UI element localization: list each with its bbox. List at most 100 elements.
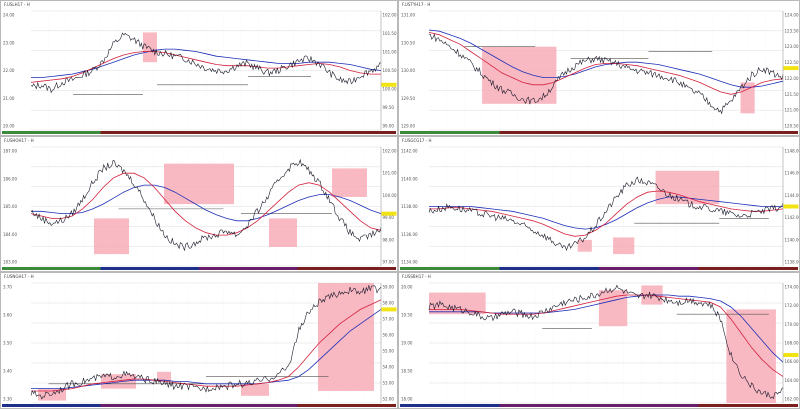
- right-tick-label: 174.00: [785, 285, 799, 290]
- y-tick-label: 184.00: [3, 232, 17, 237]
- fast-ma-line: [428, 32, 784, 95]
- y-tick-label: 130.00: [401, 68, 415, 73]
- price-line: [428, 176, 784, 251]
- y-tick-label: 23.00: [3, 40, 15, 45]
- right-tick-label: 172.00: [785, 303, 799, 308]
- highlight-zone: [318, 283, 374, 391]
- highlight-zone: [613, 237, 635, 255]
- y-tick-label: 1136.00: [401, 232, 418, 237]
- slow-ma-line: [428, 29, 784, 88]
- price-chart: 20.00 19.50 19.00 18.50 18.00 174.00 172.00 170…: [400, 282, 799, 407]
- chart-panel: 1142.00 1140.00 1138.00 1136.00 1134.00 1148.…: [398, 136, 800, 272]
- y-tick-label: 186.00: [3, 176, 17, 181]
- session-bar-segment: [599, 131, 699, 134]
- highlight-zone: [726, 309, 776, 403]
- y-tick-label: 19.50: [401, 313, 413, 318]
- session-bar-segment: [599, 404, 699, 407]
- session-bar-segment: [100, 404, 199, 407]
- y-tick-label: 18.50: [401, 369, 413, 374]
- price-line: [30, 285, 382, 400]
- symbol-label: F.USLH17 - H: [4, 2, 30, 7]
- session-bar-segment: [199, 131, 298, 134]
- right-tick-label: 162.00: [785, 397, 799, 402]
- right-tick-label: 1144.00: [785, 193, 800, 198]
- right-tick-label: 1140.00: [785, 237, 800, 242]
- fast-ma-line: [30, 51, 381, 83]
- y-tick-label: 3.50: [3, 341, 12, 346]
- highlight-zone: [94, 218, 129, 255]
- right-tick-label: 124.00: [785, 13, 799, 18]
- highlight-zone: [164, 163, 234, 205]
- right-tick-label: 121.50: [785, 92, 799, 97]
- y-tick-label: 1138.00: [401, 204, 418, 209]
- y-tick-label: 20.00: [3, 124, 15, 129]
- highlight-zone: [655, 170, 720, 205]
- right-tick-label: 123.00: [785, 44, 799, 49]
- right-tick-label: 55.00: [383, 349, 395, 354]
- right-tick-label: 57.00: [383, 317, 395, 322]
- right-tick-label: 99.50: [383, 105, 395, 110]
- price-line: [30, 32, 382, 94]
- right-tick-label: 166.00: [785, 359, 799, 364]
- session-bar-segment: [499, 131, 599, 134]
- y-tick-label: 1134.00: [401, 260, 418, 265]
- right-tick-label: 58.00: [383, 301, 395, 306]
- session-bar-segment: [698, 267, 798, 270]
- session-bar-segment: [698, 404, 798, 407]
- price-line: [428, 33, 784, 115]
- highlight-zone: [740, 82, 755, 114]
- chart-panel: 20.00 19.50 19.00 18.50 18.00 174.00 172.00 170…: [398, 272, 800, 409]
- fast-ma-line: [429, 190, 784, 237]
- right-tick-label: 1146.00: [785, 171, 800, 176]
- right-tick-label: 123.50: [785, 28, 799, 33]
- right-tick-label: 100.00: [383, 193, 397, 198]
- session-bar-segment: [297, 404, 396, 407]
- session-bar-segment: [400, 267, 500, 270]
- session-bar-segment: [2, 404, 101, 407]
- slow-ma-line: [31, 184, 382, 222]
- last-price-marker: [783, 204, 799, 209]
- right-tick-label: 168.00: [785, 341, 799, 346]
- y-tick-label: 1142.00: [401, 149, 418, 154]
- session-bar-segment: [100, 267, 199, 270]
- right-tick-label: 99.00: [383, 215, 395, 220]
- price-chart: 131.00 130.50 130.00 129.50 129.00 124.00 123.…: [400, 10, 799, 134]
- price-line: [30, 158, 382, 252]
- fast-ma-line: [429, 294, 784, 377]
- session-bar-segment: [297, 131, 396, 134]
- right-tick-label: 120.50: [785, 124, 799, 129]
- price-chart: 24.00 23.00 22.00 21.00 20.00 102.00 101.50 101…: [2, 10, 397, 134]
- y-tick-label: 129.00: [401, 124, 415, 129]
- session-bar-segment: [2, 131, 101, 134]
- right-tick-label: 102.00: [383, 13, 397, 18]
- right-tick-label: 164.00: [785, 378, 799, 383]
- right-tick-label: 59.00: [383, 285, 395, 290]
- right-tick-label: 102.00: [383, 149, 397, 154]
- highlight-zone: [157, 371, 171, 382]
- symbol-label: F.USNGH17 - H: [4, 274, 34, 279]
- right-tick-label: 1138.00: [785, 260, 800, 265]
- y-tick-label: 131.00: [401, 13, 415, 18]
- right-tick-label: 1148.00: [785, 149, 800, 154]
- symbol-label: F.USSBH17 - H: [402, 274, 431, 279]
- chart-panel: 187.00 186.00 185.00 184.00 183.00 102.00 101.…: [0, 136, 398, 272]
- fast-ma-line: [31, 299, 382, 392]
- y-tick-label: 24.00: [3, 13, 15, 18]
- highlight-zone: [482, 46, 557, 104]
- right-tick-label: 101.00: [383, 50, 397, 55]
- highlight-zone: [332, 168, 367, 197]
- symbol-label: F.USGCG17 - H: [402, 138, 432, 143]
- y-tick-label: 185.00: [3, 204, 17, 209]
- session-bar-segment: [199, 404, 298, 407]
- y-tick-label: 183.00: [3, 260, 17, 265]
- right-tick-label: 170.00: [785, 322, 799, 327]
- session-bar-segment: [499, 404, 599, 407]
- chart-panel: 3.70 3.60 3.50 3.40 3.30 59.00 58.00 57.00 56.00…: [0, 272, 398, 409]
- y-tick-label: 3.70: [3, 285, 12, 290]
- right-tick-label: 56.00: [383, 333, 395, 338]
- last-price-marker: [381, 82, 397, 87]
- right-tick-label: 98.00: [383, 237, 395, 242]
- y-tick-label: 130.50: [401, 40, 415, 45]
- right-tick-label: 1142.00: [785, 215, 800, 220]
- right-tick-label: 101.00: [383, 171, 397, 176]
